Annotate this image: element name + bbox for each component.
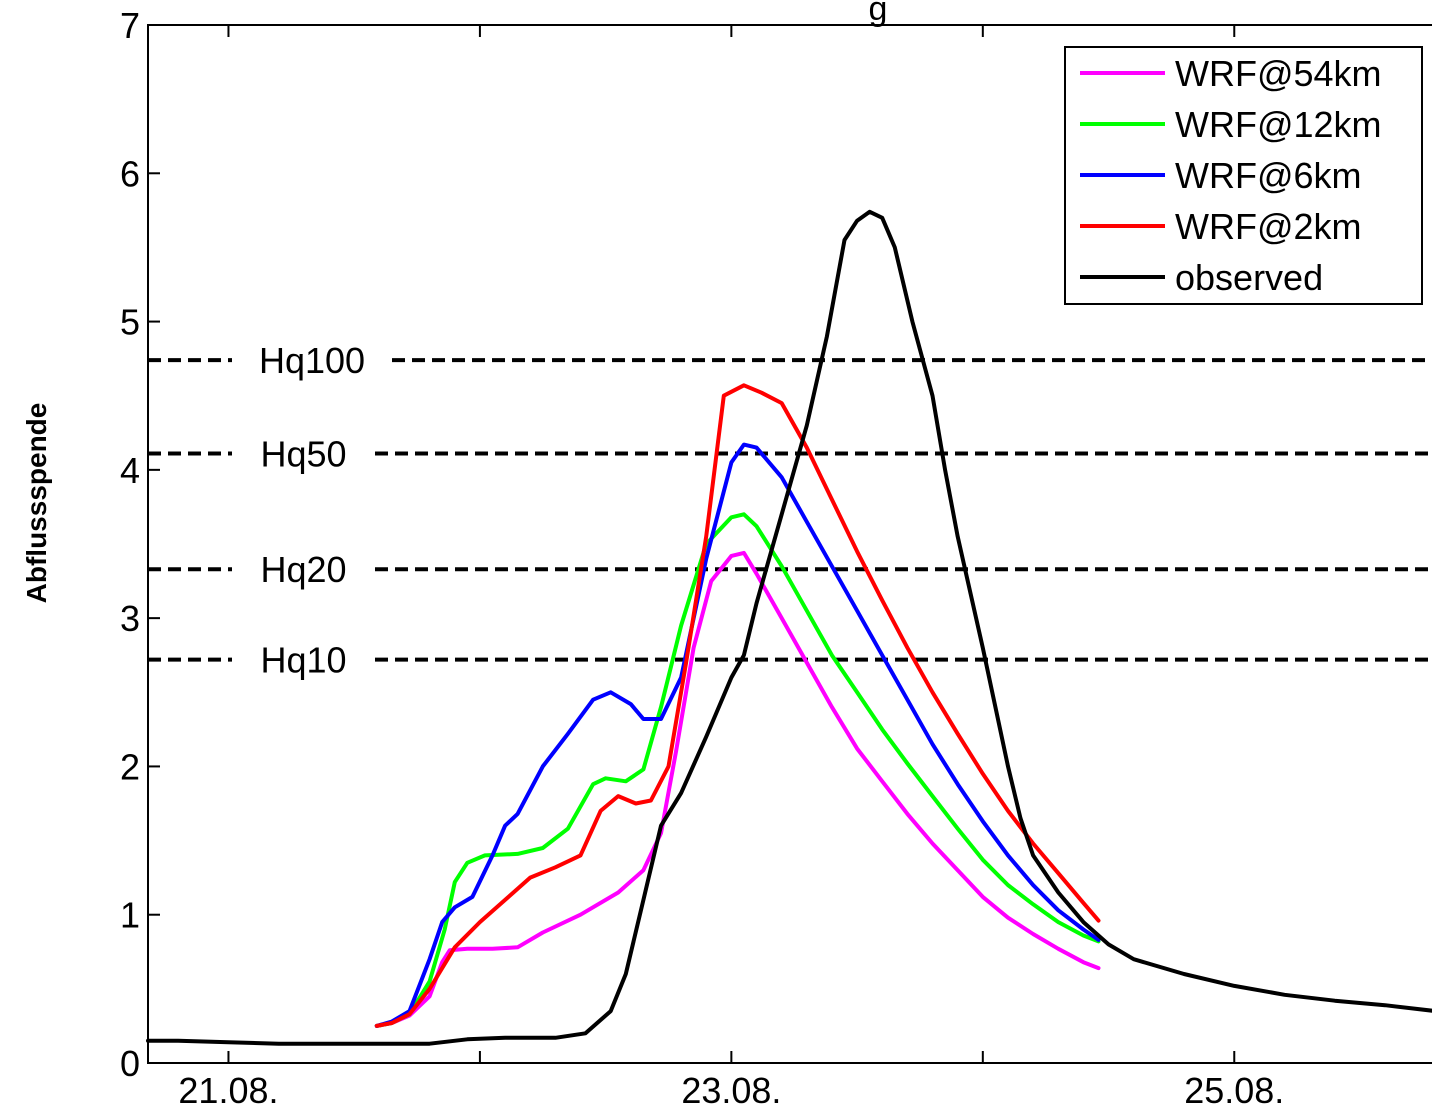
y-axis: 0 1 2 3 4 5 6 7 <box>120 5 160 1084</box>
x-axis: 21.08. 23.08. 25.08. <box>178 25 1284 1111</box>
legend: WRF@54km WRF@12km WRF@6km WRF@2km observed <box>1064 46 1423 305</box>
x-tick-label: 23.08. <box>681 1070 781 1111</box>
y-tick-label: 1 <box>120 895 140 936</box>
y-tick-label: 7 <box>120 5 140 46</box>
legend-label: WRF@6km <box>1175 155 1362 196</box>
y-tick-label: 5 <box>120 302 140 343</box>
chart-title-fragment: g <box>869 0 888 28</box>
legend-label: WRF@2km <box>1175 206 1362 247</box>
series-line-wrf-54km <box>374 550 1101 1028</box>
legend-label: WRF@54km <box>1175 53 1382 94</box>
reference-line-label: Hq20 <box>260 549 346 590</box>
reference-line-label: Hq50 <box>260 434 346 475</box>
y-tick-label: 0 <box>120 1043 140 1084</box>
reference-line-label: Hq100 <box>259 340 365 381</box>
y-tick-label: 3 <box>120 598 140 639</box>
series-layer <box>146 209 1432 1046</box>
legend-label: WRF@12km <box>1175 104 1382 145</box>
plot-frame <box>147 24 1432 1064</box>
y-tick-label: 2 <box>120 746 140 787</box>
reference-line-label: Hq10 <box>260 640 346 681</box>
series-line-observed <box>146 209 1432 1046</box>
x-tick-label: 21.08. <box>178 1070 278 1111</box>
series-line-wrf-2km <box>374 383 1101 1028</box>
y-axis-label: Abflussspende <box>21 403 52 604</box>
x-tick-label: 25.08. <box>1184 1070 1284 1111</box>
y-tick-label: 4 <box>120 450 140 491</box>
y-tick-label: 6 <box>120 153 140 194</box>
legend-label: observed <box>1175 257 1323 298</box>
reference-lines: Hq100 Hq50 Hq20 Hq10 <box>148 340 1432 681</box>
